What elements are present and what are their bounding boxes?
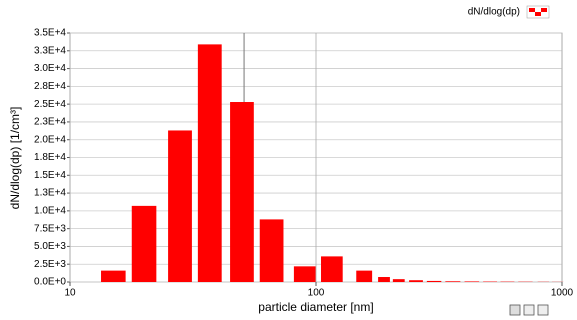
bar [259,219,284,282]
y-tick-label: 1.0E+4 [34,205,66,216]
bar [445,281,461,282]
y-tick-label: 1.3E+4 [34,188,66,199]
y-tick-label: 1.5E+4 [34,170,66,181]
y-tick-label: 3.5E+4 [34,28,66,39]
y-tick-label: 7.5E+3 [34,223,66,234]
y-tick-label: 1.8E+4 [34,152,66,163]
bar [321,256,343,282]
x-axis-label: particle diameter [nm] [258,300,373,314]
y-tick-label: 2.5E+4 [34,99,66,110]
bar [168,130,192,282]
y-axis-label: dN/dlog(dp) [1/cm³] [8,107,22,210]
bar [230,102,254,282]
legend-icon [526,5,550,19]
x-tick-label: 1000 [551,288,574,299]
bar [131,205,157,282]
y-tick-label: 0.0E+0 [34,277,66,288]
y-tick-label: 2.0E+4 [34,134,66,145]
y-tick-label: 2.8E+4 [34,81,66,92]
bar [293,266,316,282]
bar [101,270,126,282]
x-tick-label: 10 [64,288,76,299]
y-tick-label: 3.3E+4 [34,45,66,56]
bar [409,280,423,282]
y-tick-label: 3.0E+4 [34,63,66,74]
bar [464,281,480,282]
bar [356,270,373,282]
bar [392,279,405,282]
bar [197,44,222,282]
x-tick-label: 100 [308,288,325,299]
legend-label: dN/dlog(dp) [468,7,520,18]
y-tick-label: 2.3E+4 [34,117,66,128]
toolbar-icons[interactable] [509,304,549,316]
y-tick-label: 5.0E+3 [34,241,66,252]
y-tick-label: 2.5E+3 [34,259,66,270]
bar [426,280,442,282]
bar [378,277,390,282]
